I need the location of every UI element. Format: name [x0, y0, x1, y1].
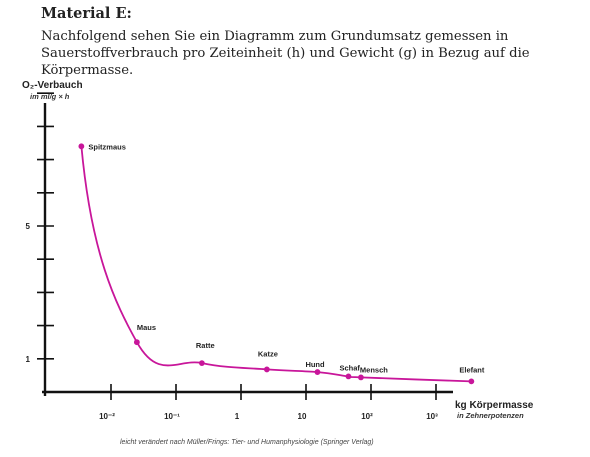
point-label-mensch: Mensch	[360, 365, 388, 374]
point-label-spitzmaus: Spitzmaus	[88, 142, 126, 151]
x-axis-title: kg Körpermasse	[455, 400, 534, 411]
x-axis-unit: in Zehnerpotenzen	[457, 411, 524, 420]
chart-curve	[80, 146, 472, 383]
y-axis-unit: im ml/g × h	[30, 92, 70, 101]
point-label-elefant: Elefant	[459, 365, 485, 374]
point-label-katze: Katze	[258, 349, 278, 358]
data-point-katze	[263, 366, 270, 373]
x-tick-label: 1	[235, 412, 240, 421]
x-tick-label: 10³	[426, 412, 438, 421]
data-point-schaf	[345, 373, 352, 380]
source-note: leicht verändert nach Müller/Frings: Tie…	[120, 439, 374, 446]
data-point-mensch	[358, 374, 364, 381]
y-tick-label: 5	[26, 222, 31, 231]
point-label-schaf: Schaf	[339, 363, 360, 372]
data-point-maus	[133, 339, 140, 346]
data-point-spitzmaus	[78, 143, 85, 150]
point-label-hund: Hund	[305, 360, 325, 369]
x-tick-label: 10⁻¹	[164, 412, 180, 421]
x-tick-label: 10²	[361, 412, 373, 421]
y-axis-title: O₂-Verbauch	[22, 80, 83, 91]
data-point-elefant	[468, 378, 475, 385]
data-point-hund	[314, 369, 321, 375]
chart-points: Spitzmaus Maus Ratte Katze Hund Schaf Mensch El…	[78, 142, 485, 385]
metabolic-curve	[80, 146, 472, 383]
chart-axes: 1 5 10⁻² 10⁻¹ 1 10 10² 10³	[26, 92, 453, 421]
x-tick-label: 10	[298, 412, 307, 421]
y-tick-label: 1	[26, 355, 31, 364]
point-label-ratte: Ratte	[196, 341, 215, 350]
material-intro: Nachfolgend sehen Sie ein Diagramm zum G…	[41, 29, 530, 78]
material-heading: Material E:	[41, 5, 132, 22]
x-tick-label: 10⁻²	[99, 412, 115, 421]
point-label-maus: Maus	[137, 323, 156, 332]
data-point-ratte	[198, 360, 205, 367]
